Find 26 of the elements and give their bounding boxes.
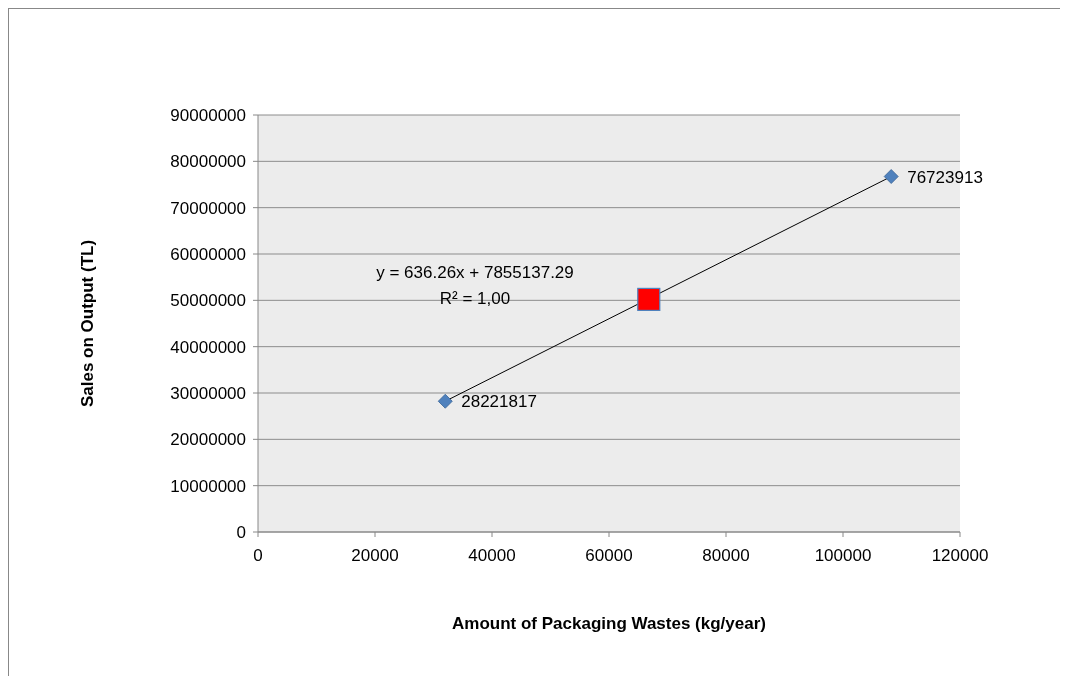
x-tick-label: 20000 — [351, 546, 399, 565]
x-tick-label: 120000 — [931, 546, 989, 565]
data-label: 28221817 — [461, 392, 537, 412]
point — [883, 169, 899, 184]
y-axis-title: Sales on Output (TL) — [78, 239, 97, 408]
x-axis-title: Amount of Packaging Wastes (kg/year) — [452, 614, 766, 633]
x-tick-label: 40000 — [468, 546, 516, 565]
annotation: R² = 1,00 — [439, 289, 511, 308]
y-tick-label: 30000000 — [170, 384, 246, 403]
x-tick-label: 80000 — [702, 546, 750, 565]
point — [637, 287, 661, 312]
y-tick-label: 70000000 — [170, 198, 246, 218]
y-tick-label: 80000000 — [170, 152, 246, 172]
y-tick-label: 0 — [236, 523, 246, 542]
data-label: 76723913 — [907, 167, 983, 187]
y-tick-label: 10000000 — [170, 476, 246, 496]
y-tick-label: 50000000 — [170, 291, 246, 311]
y-tick-label: 40000000 — [170, 337, 246, 357]
x-tick-label: 100000 — [814, 546, 872, 565]
y-tick-label: 20000000 — [170, 430, 246, 450]
y-tick-label: 90000000 — [170, 106, 246, 125]
point — [437, 393, 453, 409]
x-tick-label: 60000 — [585, 546, 633, 565]
y-tick-label: 60000000 — [170, 245, 246, 264]
x-tick-label: 0 — [253, 546, 263, 565]
annotation: y = 636.26x + 7855137.29 — [376, 263, 574, 282]
